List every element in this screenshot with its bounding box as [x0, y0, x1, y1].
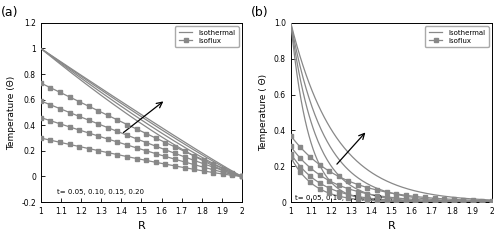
Text: t= 0.05, 0.10, 0.15, 0.20: t= 0.05, 0.10, 0.15, 0.20: [295, 195, 382, 201]
Legend: Isothermal, Isoflux: Isothermal, Isoflux: [175, 26, 238, 47]
Text: (b): (b): [250, 6, 268, 19]
Y-axis label: Temperature ( Θ): Temperature ( Θ): [259, 74, 268, 151]
X-axis label: R: R: [138, 221, 145, 232]
Text: t= 0.05, 0.10, 0.15, 0.20: t= 0.05, 0.10, 0.15, 0.20: [57, 189, 144, 195]
X-axis label: R: R: [388, 221, 396, 232]
Legend: Isothermal, Isoflux: Isothermal, Isoflux: [425, 26, 488, 47]
Y-axis label: Temperature (Θ): Temperature (Θ): [6, 75, 16, 150]
Text: (a): (a): [0, 6, 18, 19]
